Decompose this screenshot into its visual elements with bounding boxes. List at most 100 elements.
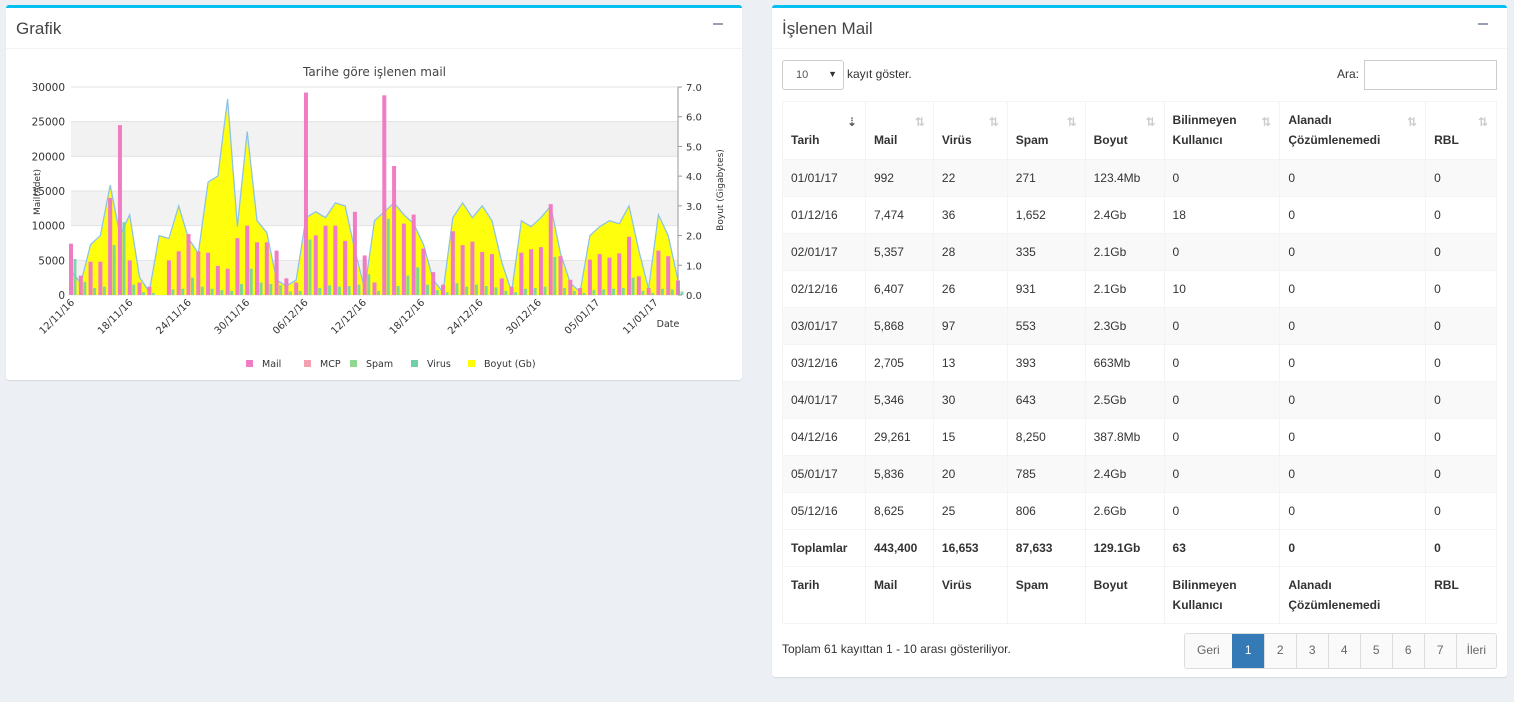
- sort-icon: ⇅: [1261, 115, 1272, 129]
- table-cell: 2.4Gb: [1084, 455, 1165, 493]
- mail-bar: [519, 252, 524, 295]
- totals-cell: 63: [1163, 529, 1281, 567]
- mail-bar: [431, 272, 436, 295]
- spam-bar: [249, 268, 253, 295]
- mail-bar: [352, 211, 357, 295]
- footer-column-label: Mail: [864, 566, 934, 624]
- spam-bar: [112, 245, 116, 295]
- table-cell: 663Mb: [1084, 344, 1165, 382]
- spam-bar: [435, 290, 439, 295]
- x-tick-label: 12/11/16: [38, 297, 78, 337]
- spam-bar: [337, 286, 341, 295]
- spam-bar: [523, 288, 527, 295]
- column-header[interactable]: Bilinmeyen Kullanıcı ⇅: [1163, 101, 1281, 160]
- column-header-label: Virüs: [941, 133, 972, 147]
- column-header-label: RBL: [1434, 133, 1459, 147]
- spam-bar: [220, 290, 224, 295]
- y2-tick-label: 0.0: [686, 291, 702, 302]
- column-header-label: Alanadı Çözümlenemedi: [1288, 113, 1381, 147]
- table-cell: 0: [1425, 307, 1497, 345]
- mail-bar: [636, 276, 641, 295]
- table-cell: 992: [864, 159, 934, 197]
- mail-bar: [186, 233, 191, 295]
- spam-bar: [377, 290, 380, 295]
- next-page-button[interactable]: İleri: [1455, 634, 1496, 668]
- page-button[interactable]: 6: [1391, 634, 1424, 668]
- x-tick-label: 30/11/16: [213, 297, 253, 337]
- minus-icon[interactable]: [1477, 16, 1491, 30]
- table-cell: 0: [1425, 196, 1497, 234]
- totals-cell: 0: [1279, 529, 1427, 567]
- mail-bar: [88, 261, 93, 295]
- column-header[interactable]: Tarih ⇣: [782, 101, 866, 160]
- table-cell: 0: [1425, 492, 1497, 530]
- page-button[interactable]: 7: [1423, 634, 1456, 668]
- column-header[interactable]: Spam ⇅: [1006, 101, 1086, 160]
- spam-bar: [200, 286, 204, 295]
- mail-bar: [117, 125, 122, 295]
- table-row: 01/12/16 7,474 36 1,652 2.4Gb 18 0 0: [782, 196, 1497, 234]
- column-header[interactable]: Boyut ⇅: [1084, 101, 1165, 160]
- column-header[interactable]: Mail ⇅: [864, 101, 934, 160]
- y2-tick-label: 2.0: [686, 232, 702, 243]
- y-tick-label: 0: [58, 290, 65, 302]
- grafik-panel: Grafik Tarihe göre işlenen mail 0 5000 1000…: [6, 5, 742, 380]
- minus-icon[interactable]: [712, 16, 726, 30]
- mail-bar: [617, 253, 622, 295]
- y-tick-label: 5000: [38, 255, 65, 267]
- table-cell: 7,474: [864, 196, 934, 234]
- mail-bar: [166, 260, 171, 295]
- spam-bar: [416, 267, 420, 295]
- column-header[interactable]: RBL ⇅: [1425, 101, 1497, 160]
- spam-bar: [151, 292, 155, 295]
- mail-bar: [264, 242, 269, 295]
- mail-bar: [98, 261, 103, 295]
- table-cell: 2,705: [864, 344, 934, 382]
- column-header[interactable]: Alanadı Çözümlenemedi ⇅: [1279, 101, 1427, 160]
- spam-bar: [288, 291, 292, 295]
- table-row: 04/12/16 29,261 15 8,250 387.8Mb 0 0 0: [782, 418, 1497, 456]
- footer-column-label: Tarih: [782, 566, 866, 624]
- page-button[interactable]: 4: [1327, 634, 1360, 668]
- spam-bar: [621, 288, 625, 295]
- x-tick-label: 12/12/16: [329, 297, 369, 337]
- column-header-label: Tarih: [791, 133, 820, 147]
- page-button[interactable]: 2: [1263, 634, 1296, 668]
- spam-bar: [386, 218, 390, 295]
- table-cell: 1,652: [1006, 196, 1086, 234]
- page-length-select[interactable]: 10 ▼: [782, 60, 844, 90]
- boyut-line: [70, 98, 679, 294]
- table-cell: 0: [1425, 344, 1497, 382]
- prev-page-button[interactable]: Geri: [1184, 634, 1232, 668]
- table-cell: 22: [932, 159, 1008, 197]
- page-button[interactable]: 5: [1359, 634, 1392, 668]
- column-header[interactable]: Virüs ⇅: [932, 101, 1008, 160]
- table-cell: 0: [1163, 455, 1281, 493]
- grid-band: [71, 121, 678, 157]
- mail-bar: [284, 278, 289, 295]
- spam-bar: [396, 285, 400, 295]
- table-cell: 806: [1006, 492, 1086, 530]
- page-button[interactable]: 3: [1295, 634, 1328, 668]
- y2-tick-label: 4.0: [686, 172, 702, 183]
- mail-bar: [245, 225, 250, 295]
- spam-bar: [102, 286, 106, 295]
- islenen-mail-panel: İşlenen Mail 10 ▼ kayıt göster. Ara: Tar…: [772, 5, 1507, 677]
- page-button[interactable]: 1: [1231, 634, 1264, 668]
- legend-swatch: [304, 360, 311, 367]
- table-cell: 5,346: [864, 381, 934, 419]
- search-input[interactable]: [1364, 60, 1497, 90]
- spam-bar: [641, 290, 645, 295]
- spam-bar: [494, 287, 498, 295]
- spam-bar: [533, 288, 537, 295]
- sort-icon: ⇅: [1477, 115, 1488, 129]
- table-cell: 785: [1006, 455, 1086, 493]
- legend-label: Virus: [427, 359, 451, 370]
- table-cell: 0: [1163, 492, 1281, 530]
- footer-column-label: Spam: [1006, 566, 1086, 624]
- spam-bar: [484, 285, 488, 295]
- table-row: 04/01/17 5,346 30 643 2.5Gb 0 0 0: [782, 381, 1497, 419]
- mail-bar: [499, 278, 504, 295]
- table-cell: 01/01/17: [782, 159, 866, 197]
- mail-bar: [646, 288, 651, 295]
